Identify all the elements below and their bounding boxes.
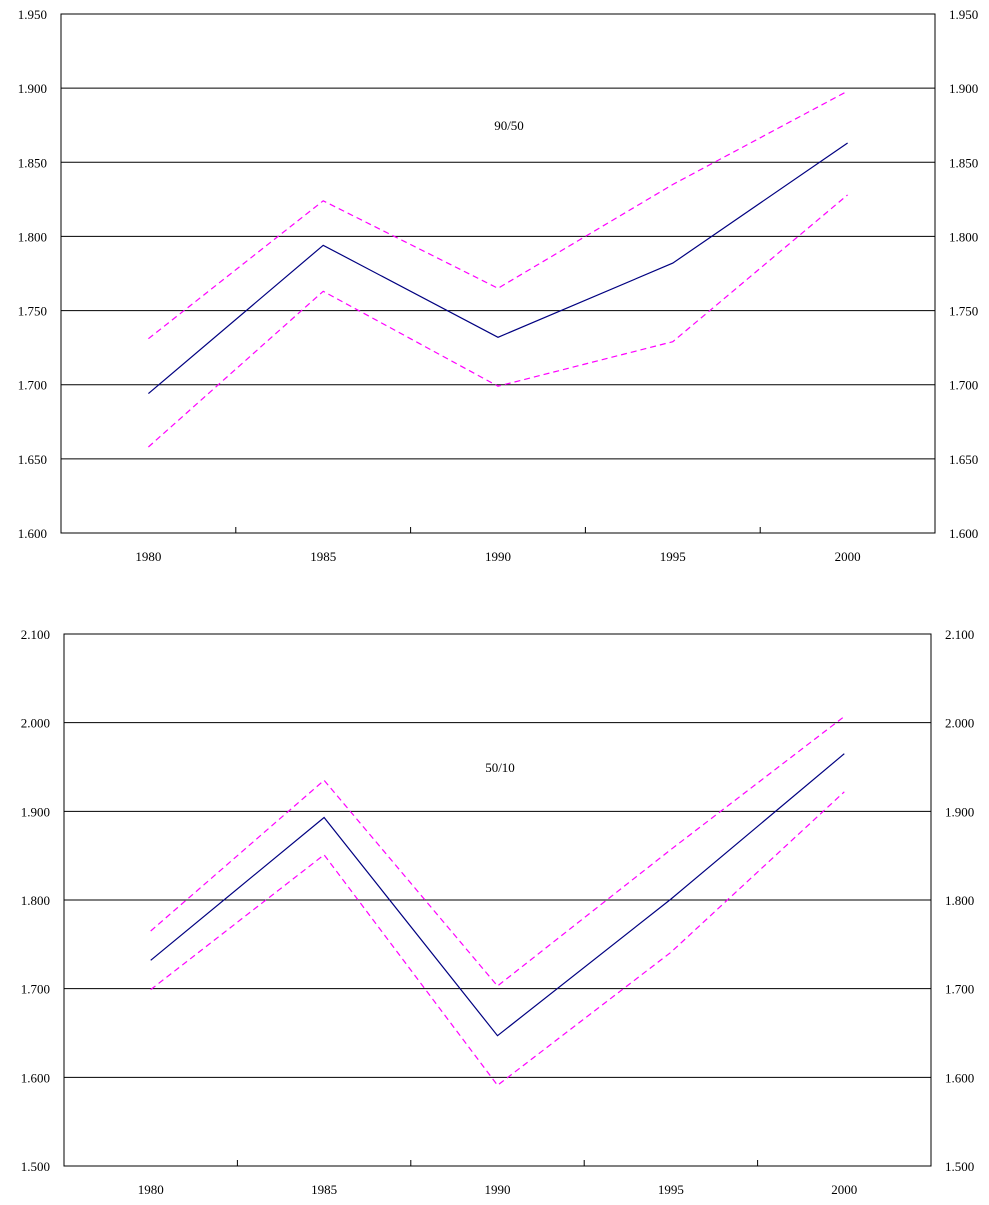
x-tick-label: 1990 xyxy=(485,1182,511,1197)
y-tick-label-left: 1.600 xyxy=(21,1070,50,1085)
x-tick-label: 1995 xyxy=(658,1182,684,1197)
x-tick-label: 2000 xyxy=(835,549,861,564)
y-tick-label-right: 1.700 xyxy=(945,982,974,997)
y-tick-label-right: 1.950 xyxy=(949,7,978,22)
y-tick-label-right: 1.500 xyxy=(945,1159,974,1174)
y-tick-label-right: 1.650 xyxy=(949,452,978,467)
x-tick-label: 1990 xyxy=(485,549,511,564)
x-tick-label: 1995 xyxy=(660,549,686,564)
y-tick-label-right: 2.000 xyxy=(945,716,974,731)
y-tick-label-left: 1.900 xyxy=(18,81,47,96)
y-tick-label-left: 2.100 xyxy=(21,627,50,642)
y-tick-label-left: 1.700 xyxy=(18,378,47,393)
series-line-solid xyxy=(148,142,848,395)
y-tick-label-left: 1.800 xyxy=(21,893,50,908)
y-tick-label-right: 1.600 xyxy=(945,1070,974,1085)
chart-annotation: 50/10 xyxy=(485,760,515,775)
y-tick-label-left: 1.800 xyxy=(18,229,47,244)
y-tick-label-left: 1.650 xyxy=(18,452,47,467)
y-tick-label-right: 1.800 xyxy=(945,893,974,908)
x-tick-label: 1985 xyxy=(311,1182,337,1197)
y-tick-label-right: 1.800 xyxy=(949,229,978,244)
y-tick-label-right: 1.600 xyxy=(949,526,978,541)
x-tick-label: 1980 xyxy=(138,1182,164,1197)
series-line-solid xyxy=(150,753,845,1037)
y-tick-label-left: 1.850 xyxy=(18,155,47,170)
y-tick-label-right: 1.900 xyxy=(949,81,978,96)
chart-50-10: 1.500 1.500 1.600 1.600 1.700 1.700 1.800 1.800… xyxy=(21,627,975,1197)
y-tick-label-left: 1.700 xyxy=(21,982,50,997)
y-tick-label-left: 1.900 xyxy=(21,804,50,819)
y-tick-label-right: 1.700 xyxy=(949,378,978,393)
y-tick-label-left: 1.750 xyxy=(18,304,47,319)
y-tick-label-right: 1.750 xyxy=(949,304,978,319)
y-tick-label-right: 1.850 xyxy=(949,155,978,170)
series-line-dashed xyxy=(150,791,845,1087)
y-tick-label-left: 1.600 xyxy=(18,526,47,541)
chart-90-50: 1.600 1.600 1.650 1.650 1.700 1.700 1.750 1.750… xyxy=(18,7,979,564)
plot-area-frame xyxy=(63,633,932,1167)
y-tick-label-right: 2.100 xyxy=(945,627,974,642)
y-tick-label-left: 2.000 xyxy=(21,716,50,731)
y-tick-label-left: 1.950 xyxy=(18,7,47,22)
x-tick-label: 2000 xyxy=(831,1182,857,1197)
chart-annotation: 90/50 xyxy=(494,118,524,133)
y-tick-label-right: 1.900 xyxy=(945,804,974,819)
x-tick-label: 1985 xyxy=(310,549,336,564)
y-tick-label-left: 1.500 xyxy=(21,1159,50,1174)
x-tick-label: 1980 xyxy=(135,549,161,564)
series-line-dashed xyxy=(148,194,848,448)
series-line-dashed xyxy=(150,716,845,987)
plot-area-frame xyxy=(60,13,936,534)
